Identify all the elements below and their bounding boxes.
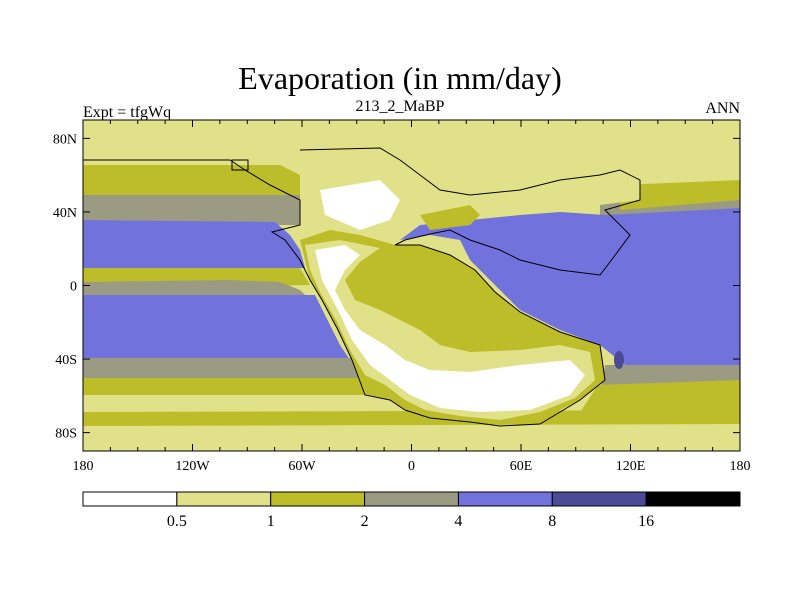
- lon-tick-label: 120W: [175, 459, 210, 474]
- band-south-olive: [83, 378, 420, 398]
- colorbar-swatch: [270, 491, 366, 507]
- lon-tick-label: 180: [73, 459, 94, 474]
- lat-tick-label: 80N: [53, 132, 77, 147]
- colorbar-swatch: [645, 491, 741, 507]
- colorbar-label: 2: [361, 513, 369, 530]
- colorbar-label: 1: [267, 513, 275, 530]
- band-north-gray: [83, 195, 300, 225]
- lon-tick-label: 60E: [510, 459, 533, 474]
- longitude-axis: 180 120W 60W 0 60E 120E 180: [73, 120, 751, 474]
- band-south-blue: [83, 295, 350, 360]
- basin-east-blue: [400, 208, 740, 365]
- band-north-olive: [83, 165, 300, 200]
- lon-tick-label: 120E: [616, 459, 646, 474]
- colorbar-swatch: [551, 491, 647, 507]
- high-evaporation-spot: [614, 351, 624, 369]
- map-field: [83, 120, 740, 451]
- colorbar-label: 0.5: [167, 513, 187, 530]
- colorbar-swatch: [82, 491, 178, 507]
- band-polar-light: [83, 424, 740, 451]
- lat-tick-label: 80S: [55, 427, 77, 442]
- coastline: [83, 147, 641, 427]
- island-outline: [231, 159, 249, 171]
- colorbar-swatch: [457, 491, 553, 507]
- period-label: 213_2_MaBP: [355, 98, 445, 115]
- season-label: ANN: [705, 100, 740, 117]
- basin-east-olive: [620, 180, 740, 210]
- band-north-blue: [83, 220, 305, 268]
- colorbar-swatch: [364, 491, 459, 507]
- colorbar-label: 16: [638, 513, 654, 530]
- desert-north: [320, 180, 400, 230]
- experiment-label: Expt = tfgWq: [83, 104, 172, 121]
- desert-south: [315, 245, 585, 412]
- colorbar: 0.5 1 2 4 8 16: [82, 491, 741, 530]
- map-title: Evaporation (in mm/day): [238, 60, 562, 96]
- lon-tick-label: 180: [730, 459, 751, 474]
- basin-east-south-olive: [575, 380, 740, 420]
- lat-tick-label: 40N: [53, 206, 77, 221]
- colorbar-label: 4: [454, 513, 462, 530]
- band-south-gray: [83, 358, 360, 380]
- lat-tick-label: 0: [70, 280, 77, 295]
- band-north-light: [83, 140, 300, 170]
- latitude-axis: 80N 40N 0 40S 80S: [53, 132, 740, 442]
- colorbar-swatch: [176, 491, 272, 507]
- band-southern-ocean-olive: [83, 410, 740, 428]
- lon-tick-label: 60W: [288, 459, 316, 474]
- colorbar-label: 8: [548, 513, 556, 530]
- vegetation-north: [420, 205, 480, 230]
- lon-tick-label: 0: [408, 459, 415, 474]
- lat-tick-label: 40S: [55, 353, 77, 368]
